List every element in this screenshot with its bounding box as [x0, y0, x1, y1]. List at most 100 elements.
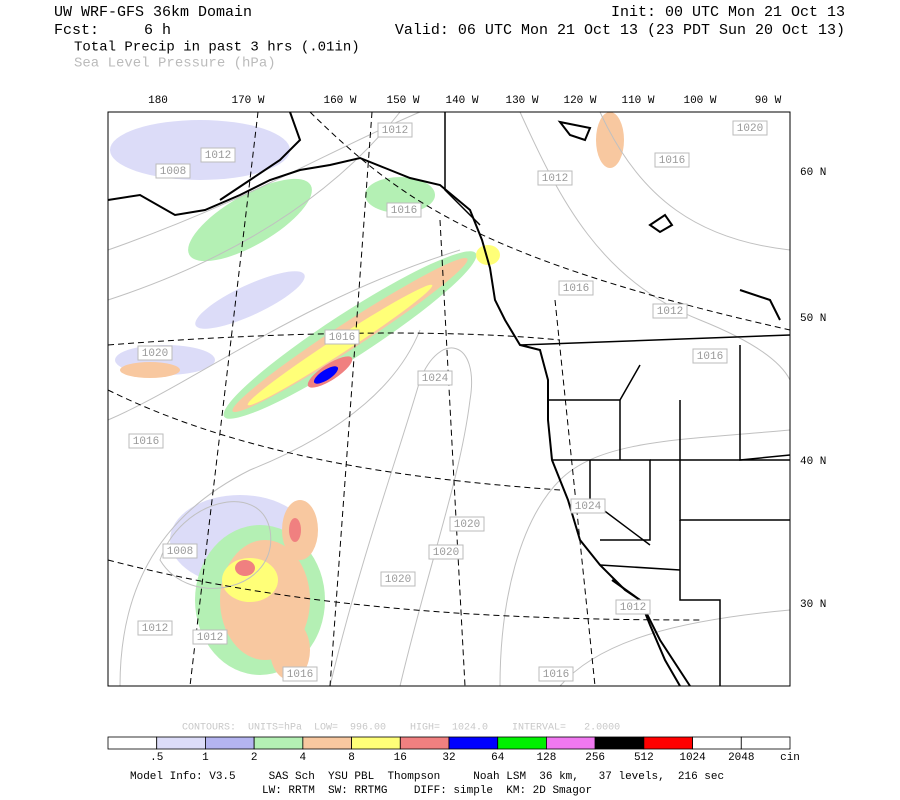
- colorbar-label: 512: [634, 752, 654, 764]
- colorbar-swatch: [740, 736, 791, 750]
- forecast-hour: Fcst: 6 h: [54, 22, 171, 39]
- pressure-label: 1012: [142, 623, 168, 635]
- colorbar-label: .5: [150, 752, 163, 764]
- pressure-label: 1012: [382, 125, 408, 137]
- longitude-label: 100 W: [683, 95, 716, 107]
- colorbar-swatch: [692, 736, 742, 750]
- pressure-label: 1020: [385, 574, 411, 586]
- pressure-label: 1016: [329, 332, 355, 344]
- pressure-label-box: [615, 599, 651, 615]
- pressure-label-box: [137, 620, 173, 636]
- pressure-label: 1012: [620, 602, 646, 614]
- pressure-label-box: [538, 666, 574, 682]
- colorbar-swatch: [448, 736, 499, 750]
- pressure-label-box: [652, 303, 688, 319]
- pressure-label: 1016: [287, 669, 313, 681]
- overlay-name: Sea Level Pressure (hPa): [74, 56, 276, 72]
- colorbar-label: 256: [585, 752, 605, 764]
- pressure-label-box: [417, 370, 453, 386]
- longitude-label: 110 W: [621, 95, 654, 107]
- pressure-label-box: [162, 543, 198, 559]
- pressure-label: 1016: [391, 205, 417, 217]
- colorbar-swatch: [546, 736, 596, 750]
- pressure-label-box: [558, 280, 594, 296]
- longitude-label: 130 W: [505, 95, 538, 107]
- pressure-label: 1016: [133, 436, 159, 448]
- colorbar-swatch: [253, 736, 304, 750]
- pressure-label: 1024: [575, 501, 602, 513]
- valid-time: Valid: 06 UTC Mon 21 Oct 13 (23 PDT Sun …: [395, 22, 845, 39]
- longitude-label: 180: [148, 95, 168, 107]
- pressure-label: 1016: [659, 155, 685, 167]
- pressure-label-box: [570, 498, 606, 514]
- pressure-label: 1020: [433, 547, 459, 559]
- colorbar-label: 64: [491, 752, 505, 764]
- pressure-label-box: [449, 516, 485, 532]
- latitude-label: 40 N: [800, 456, 826, 468]
- pressure-label-box: [282, 666, 318, 682]
- colorbar-label: 32: [442, 752, 455, 764]
- pressure-label: 1008: [167, 546, 193, 558]
- colorbar-label: 128: [537, 752, 557, 764]
- longitude-label: 120 W: [563, 95, 596, 107]
- pressure-label-box: [654, 152, 690, 168]
- pressure-label-box: [692, 348, 728, 364]
- model-info-line1: Model Info: V3.5 SAS Sch YSU PBL Thompso…: [130, 771, 724, 783]
- pressure-label: 1020: [737, 123, 763, 135]
- coastlines: [107, 111, 781, 687]
- pressure-label: 1024: [422, 373, 449, 385]
- colorbar-swatch: [107, 736, 158, 750]
- pressure-label-box: [428, 544, 464, 560]
- colorbar-label: 4: [300, 752, 307, 764]
- pressure-label: 1016: [697, 351, 723, 363]
- colorbar-swatch: [399, 736, 450, 750]
- pressure-label-box: [537, 170, 573, 186]
- colorbar-swatch: [205, 736, 255, 750]
- pressure-label: 1016: [563, 283, 589, 295]
- contour-info: CONTOURS: UNITS=hPa LOW= 996.00 HIGH= 10…: [182, 722, 620, 734]
- pressure-label: 1012: [197, 632, 223, 644]
- longitude-label: 140 W: [445, 95, 478, 107]
- field-name: Total Precip in past 3 hrs (.01in): [74, 40, 360, 56]
- borders: [444, 112, 791, 686]
- pressure-label-box: [200, 147, 236, 163]
- pressure-label-box: [324, 329, 360, 345]
- pressure-label: 1020: [142, 348, 168, 360]
- colorbar-swatch: [156, 736, 206, 750]
- init-time: Init: 00 UTC Mon 21 Oct 13: [611, 4, 845, 21]
- title: UW WRF-GFS 36km Domain: [54, 4, 252, 21]
- colorbar-unit: cin: [780, 752, 800, 764]
- colorbar-swatch: [302, 736, 352, 750]
- colorbar-swatch: [351, 736, 401, 750]
- colorbar-label: 1: [202, 752, 209, 764]
- pressure-label: 1020: [454, 519, 480, 531]
- longitude-label: 90 W: [755, 95, 782, 107]
- colorbar-swatch: [497, 736, 547, 750]
- latitude-label: 50 N: [800, 313, 826, 325]
- colorbar-swatch: [594, 736, 645, 750]
- colorbar-label: 16: [394, 752, 407, 764]
- latitude-label: 30 N: [800, 599, 826, 611]
- pressure-label-box: [137, 345, 173, 361]
- map-frame: [107, 111, 791, 687]
- pressure-label-box: [128, 433, 164, 449]
- colorbar-label: 8: [348, 752, 355, 764]
- pressure-label-box: [386, 202, 422, 218]
- longitude-label: 150 W: [386, 95, 419, 107]
- pressure-label-box: [732, 120, 768, 136]
- pressure-label-box: [155, 163, 191, 179]
- colorbar-label: 2: [251, 752, 258, 764]
- pressure-label-box: [377, 122, 413, 138]
- pressure-label: 1012: [205, 150, 231, 162]
- pressure-label: 1012: [542, 173, 568, 185]
- map: [107, 111, 791, 687]
- pressure-label: 1016: [543, 669, 569, 681]
- colorbar-label: 2048: [728, 752, 754, 764]
- pressure-label-box: [192, 629, 228, 645]
- pressure-label: 1012: [657, 306, 683, 318]
- latitude-label: 60 N: [800, 167, 826, 179]
- longitude-label: 160 W: [323, 95, 356, 107]
- graticule: [107, 111, 791, 687]
- pressure-label-box: [380, 571, 416, 587]
